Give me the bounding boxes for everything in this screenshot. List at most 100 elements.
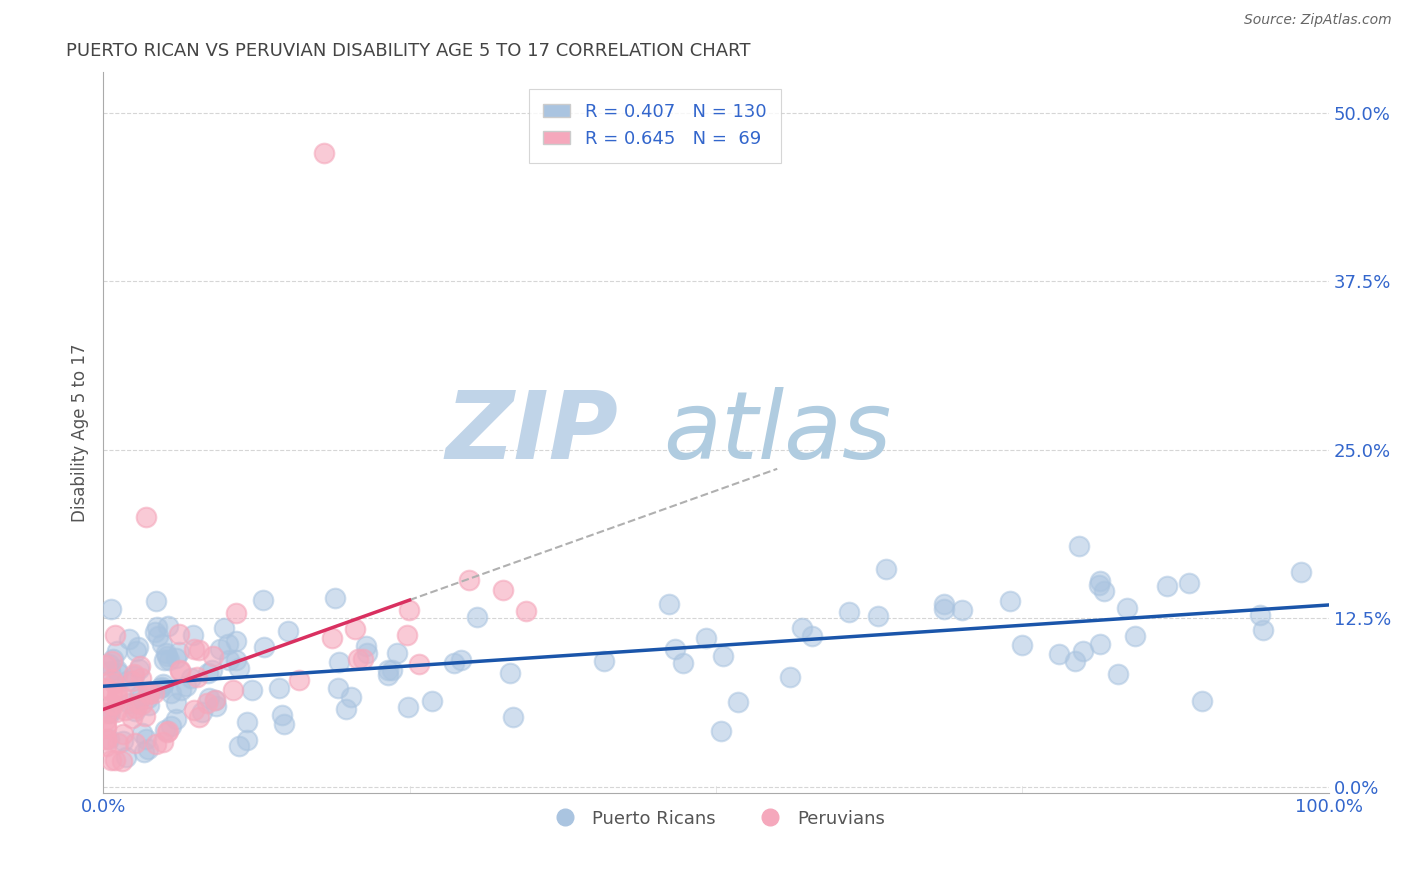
- Point: [450, 653, 472, 667]
- Point: [950, 603, 973, 617]
- Point: [658, 597, 681, 611]
- Point: [138, 687, 160, 701]
- Legend: Puerto Ricans, Peruvians: Puerto Ricans, Peruvians: [540, 802, 893, 835]
- Point: [153, 653, 176, 667]
- Point: [515, 604, 537, 618]
- Point: [499, 665, 522, 680]
- Point: [195, 696, 218, 710]
- Point: [273, 716, 295, 731]
- Point: [118, 632, 141, 646]
- Point: [138, 684, 160, 698]
- Point: [312, 146, 335, 161]
- Point: [152, 676, 174, 690]
- Point: [156, 648, 179, 663]
- Text: ZIP: ZIP: [446, 387, 617, 479]
- Point: [128, 690, 150, 704]
- Point: [114, 703, 136, 717]
- Point: [269, 681, 291, 695]
- Point: [1064, 654, 1087, 668]
- Text: Source: ZipAtlas.com: Source: ZipAtlas.com: [1244, 13, 1392, 28]
- Point: [111, 755, 134, 769]
- Point: [240, 683, 263, 698]
- Point: [128, 662, 150, 676]
- Point: [98, 705, 121, 719]
- Point: [104, 628, 127, 642]
- Point: [1177, 576, 1199, 591]
- Point: [252, 592, 274, 607]
- Point: [377, 668, 399, 682]
- Point: [395, 627, 418, 641]
- Point: [105, 663, 128, 677]
- Point: [932, 597, 955, 611]
- Point: [98, 657, 121, 671]
- Point: [183, 642, 205, 657]
- Point: [1249, 607, 1271, 622]
- Point: [343, 623, 366, 637]
- Point: [838, 605, 860, 619]
- Point: [100, 684, 122, 698]
- Point: [1088, 578, 1111, 592]
- Point: [112, 727, 135, 741]
- Point: [101, 652, 124, 666]
- Point: [465, 610, 488, 624]
- Point: [118, 696, 141, 710]
- Point: [101, 654, 124, 668]
- Point: [377, 663, 399, 677]
- Point: [420, 693, 443, 707]
- Point: [1071, 644, 1094, 658]
- Point: [335, 702, 357, 716]
- Point: [443, 657, 465, 671]
- Point: [135, 510, 157, 524]
- Point: [191, 705, 214, 719]
- Point: [170, 682, 193, 697]
- Point: [121, 711, 143, 725]
- Point: [104, 753, 127, 767]
- Point: [277, 624, 299, 638]
- Point: [222, 682, 245, 697]
- Point: [1088, 637, 1111, 651]
- Point: [236, 733, 259, 747]
- Point: [197, 665, 219, 680]
- Point: [121, 673, 143, 688]
- Point: [1107, 667, 1129, 681]
- Point: [94, 681, 117, 695]
- Point: [157, 619, 180, 633]
- Point: [592, 654, 614, 668]
- Point: [101, 698, 124, 712]
- Point: [800, 629, 823, 643]
- Point: [408, 657, 430, 671]
- Point: [127, 640, 149, 655]
- Point: [114, 750, 136, 764]
- Point: [155, 646, 177, 660]
- Point: [139, 685, 162, 699]
- Point: [165, 651, 187, 665]
- Text: atlas: atlas: [664, 387, 891, 478]
- Point: [713, 648, 735, 663]
- Point: [152, 735, 174, 749]
- Point: [328, 681, 350, 696]
- Point: [328, 655, 350, 669]
- Point: [235, 715, 257, 730]
- Point: [160, 718, 183, 732]
- Point: [100, 752, 122, 766]
- Point: [131, 725, 153, 739]
- Point: [145, 593, 167, 607]
- Point: [325, 591, 347, 605]
- Point: [779, 670, 801, 684]
- Point: [502, 710, 524, 724]
- Point: [169, 664, 191, 678]
- Point: [288, 673, 311, 687]
- Point: [98, 732, 121, 747]
- Point: [695, 631, 717, 645]
- Point: [208, 642, 231, 657]
- Point: [149, 681, 172, 695]
- Point: [225, 653, 247, 667]
- Point: [339, 690, 361, 704]
- Point: [664, 641, 686, 656]
- Point: [107, 691, 129, 706]
- Point: [105, 688, 128, 702]
- Point: [228, 661, 250, 675]
- Point: [202, 649, 225, 664]
- Point: [458, 573, 481, 587]
- Point: [1191, 694, 1213, 708]
